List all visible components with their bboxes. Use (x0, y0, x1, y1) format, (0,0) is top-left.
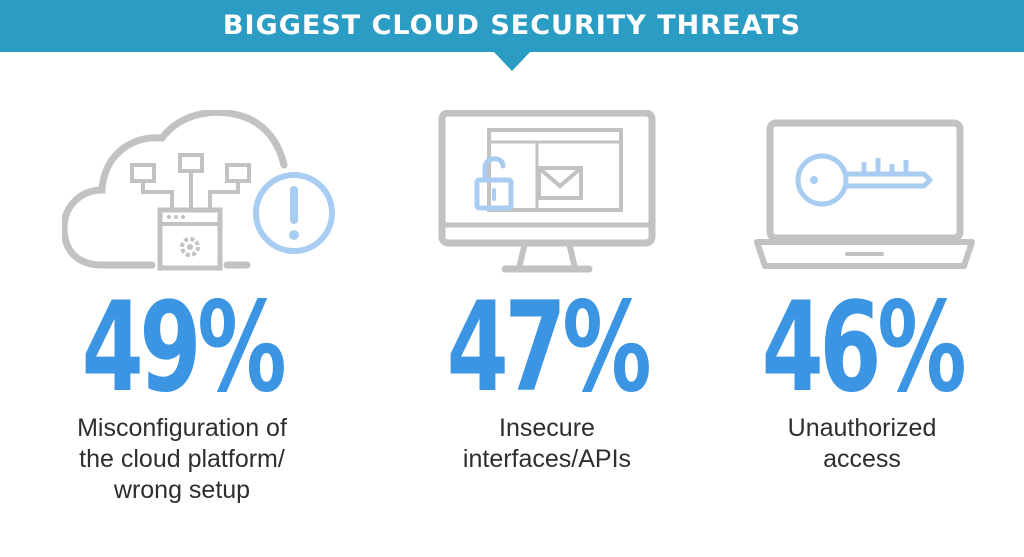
description-line: Insecure (499, 414, 595, 442)
description-line: Unauthorized (787, 414, 937, 442)
description-line: wrong setup (113, 476, 251, 504)
description-line: interfaces/APIs (462, 445, 632, 473)
cloud-warning-icon (62, 110, 335, 271)
banner-pointer (493, 51, 531, 71)
title-banner (0, 0, 1024, 52)
chart-title: BIGGEST CLOUD SECURITY THREATS (222, 10, 802, 41)
pct-value: 46% (761, 276, 967, 420)
description-line: Misconfiguration of (77, 414, 287, 442)
pct-value: 47% (446, 276, 652, 420)
threat-description: Unauthorized access (697, 413, 1024, 475)
threat-description: Misconfiguration of the cloud platform/ … (17, 413, 347, 506)
description-line: access (823, 445, 901, 473)
laptop-key-icon (754, 119, 975, 269)
monitor-lock-mail-icon (438, 110, 656, 273)
threat-description: Insecure interfaces/APIs (382, 413, 712, 475)
description-line: the cloud platform/ (79, 445, 285, 473)
pct-value: 49% (81, 276, 287, 420)
